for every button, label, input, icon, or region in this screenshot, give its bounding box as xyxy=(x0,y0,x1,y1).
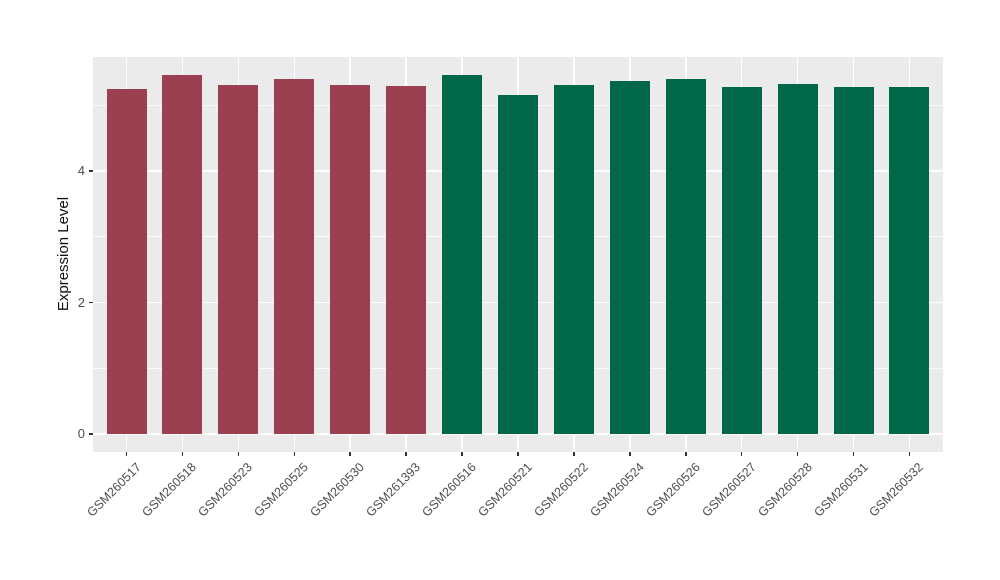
x-tick-label-gsm260531: GSM260531 xyxy=(810,460,871,520)
x-tick-label-gsm260523: GSM260523 xyxy=(195,460,256,520)
x-axis-tick xyxy=(405,452,407,456)
x-tick-label-gsm260521: GSM260521 xyxy=(475,460,535,520)
y-axis-title: Expression Level xyxy=(55,196,72,312)
x-tick-label-gsm260526: GSM260526 xyxy=(643,460,703,520)
x-axis-tick xyxy=(181,452,184,456)
bar-gsm260516 xyxy=(442,74,483,435)
bar-gsm260531 xyxy=(833,86,874,435)
x-tick-label-gsm260516: GSM260516 xyxy=(419,460,479,520)
y-axis-tick xyxy=(89,170,93,172)
x-tick-label-gsm260527: GSM260527 xyxy=(699,460,759,520)
bar-gsm260517 xyxy=(106,88,147,435)
x-tick-label-gsm260524: GSM260524 xyxy=(587,460,647,520)
bar-gsm260530 xyxy=(330,84,371,435)
x-axis-tick xyxy=(349,452,352,456)
x-axis-tick xyxy=(908,452,911,456)
x-axis-tick xyxy=(684,452,687,456)
x-tick-label-gsm260517: GSM260517 xyxy=(83,460,144,520)
x-tick-label-gsm260528: GSM260528 xyxy=(754,460,815,520)
x-tick-label-gsm260522: GSM260522 xyxy=(531,460,591,520)
bar-gsm260528 xyxy=(777,83,818,435)
x-axis-tick xyxy=(740,452,743,456)
x-axis-tick xyxy=(852,452,855,456)
bar-gsm260527 xyxy=(721,87,762,435)
x-axis-tick xyxy=(796,452,799,456)
bar-gsm260524 xyxy=(609,81,650,435)
bar-gsm260518 xyxy=(162,75,203,435)
y-axis-tick xyxy=(89,433,93,436)
y-tick-label: 0 xyxy=(77,426,85,442)
x-axis-tick xyxy=(629,452,631,456)
bar-gsm260522 xyxy=(553,85,594,435)
bar-gsm260525 xyxy=(274,78,315,435)
x-axis-tick xyxy=(293,452,296,456)
x-axis-tick xyxy=(573,452,575,456)
bar-gsm260521 xyxy=(498,95,538,435)
plot-panel xyxy=(93,57,943,452)
bar-gsm261393 xyxy=(386,85,427,435)
x-axis-tick xyxy=(517,452,519,456)
x-tick-label-gsm260530: GSM260530 xyxy=(307,460,368,520)
x-axis-tick xyxy=(237,452,240,456)
x-tick-label-gsm260525: GSM260525 xyxy=(251,460,312,520)
bar-gsm260532 xyxy=(889,86,930,435)
x-tick-label-gsm261393: GSM261393 xyxy=(363,460,424,520)
bar-gsm260523 xyxy=(218,85,259,435)
x-tick-label-gsm260532: GSM260532 xyxy=(866,460,927,520)
y-tick-label: 4 xyxy=(77,162,85,178)
x-axis-tick xyxy=(461,452,463,456)
x-axis-tick xyxy=(125,452,128,456)
y-axis-tick xyxy=(89,301,93,304)
bar-gsm260526 xyxy=(665,78,706,435)
x-tick-label-gsm260518: GSM260518 xyxy=(139,460,200,520)
y-tick-label: 2 xyxy=(77,294,85,310)
